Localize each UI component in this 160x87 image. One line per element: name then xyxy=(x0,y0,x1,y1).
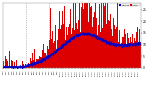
Point xyxy=(130,44,132,45)
Point xyxy=(2,66,4,68)
Point xyxy=(23,66,25,67)
Point xyxy=(25,65,27,66)
Point xyxy=(17,67,20,68)
Point xyxy=(52,53,54,54)
Point xyxy=(71,38,73,40)
Point xyxy=(97,37,100,38)
Point xyxy=(73,37,75,39)
Point xyxy=(13,66,16,68)
Point xyxy=(138,43,140,45)
Point xyxy=(119,45,121,46)
Point xyxy=(19,66,22,68)
Point xyxy=(12,67,14,69)
Point xyxy=(109,43,112,45)
Point xyxy=(107,41,110,43)
Point xyxy=(113,44,115,45)
Point xyxy=(63,44,66,45)
Point xyxy=(42,59,45,60)
Point xyxy=(44,60,47,61)
Point xyxy=(86,33,89,34)
Point xyxy=(31,65,33,66)
Point xyxy=(36,61,39,62)
Point xyxy=(126,45,129,47)
Point xyxy=(99,39,102,40)
Point xyxy=(90,35,92,36)
Point xyxy=(57,48,60,50)
Point xyxy=(32,63,35,65)
Point xyxy=(120,46,123,48)
Point xyxy=(105,40,108,41)
Point xyxy=(136,43,138,44)
Point xyxy=(27,65,29,66)
Point xyxy=(117,44,119,45)
Point xyxy=(76,34,79,35)
Point xyxy=(6,66,8,67)
Point xyxy=(69,40,71,41)
Point xyxy=(128,45,131,46)
Point xyxy=(15,67,18,69)
Point xyxy=(80,33,83,35)
Point xyxy=(50,54,52,55)
Point xyxy=(59,47,62,49)
Point xyxy=(115,45,117,47)
Point xyxy=(132,44,134,46)
Point xyxy=(88,34,91,35)
Point xyxy=(84,32,87,33)
Point xyxy=(61,45,64,47)
Point xyxy=(46,56,48,58)
Point xyxy=(124,45,127,46)
Point xyxy=(111,43,113,44)
Point xyxy=(38,61,41,62)
Point xyxy=(8,66,10,67)
Point xyxy=(10,67,12,68)
Point xyxy=(94,36,96,37)
Point xyxy=(54,52,56,54)
Point xyxy=(103,40,106,41)
Point xyxy=(101,40,104,41)
Point xyxy=(4,66,6,68)
Point xyxy=(92,34,94,35)
Point xyxy=(34,62,37,64)
Point xyxy=(78,34,81,35)
Point xyxy=(48,55,50,57)
Point xyxy=(55,50,58,51)
Point xyxy=(75,36,77,37)
Point xyxy=(96,38,98,40)
Legend: Median, Actual: Median, Actual xyxy=(119,4,140,6)
Point xyxy=(122,44,125,46)
Point xyxy=(29,64,31,65)
Point xyxy=(40,61,43,62)
Point xyxy=(82,32,85,34)
Point xyxy=(65,43,68,44)
Point xyxy=(21,67,24,69)
Point xyxy=(134,44,136,45)
Point xyxy=(67,40,69,42)
